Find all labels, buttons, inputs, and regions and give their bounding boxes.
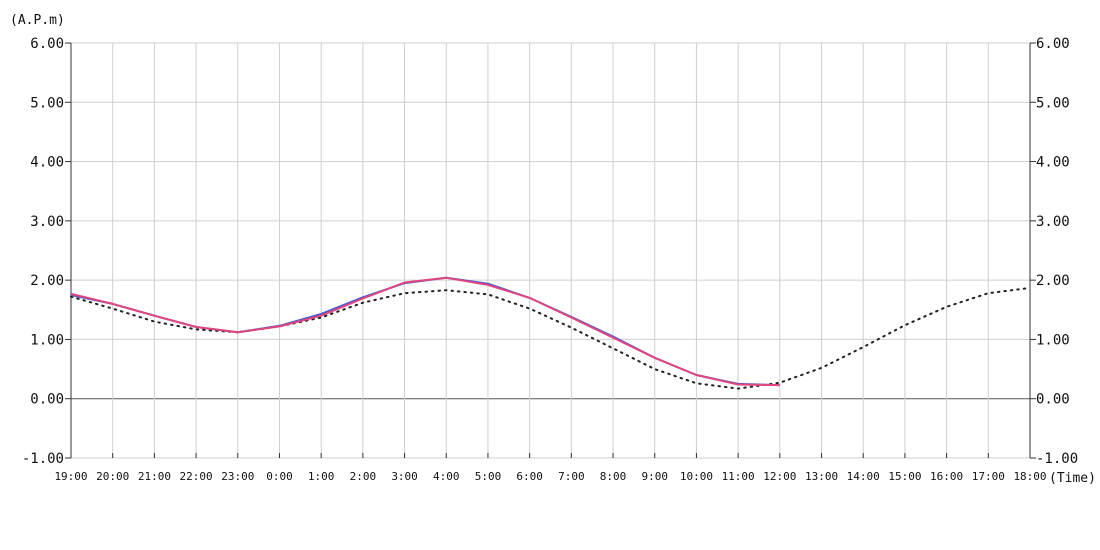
y-tick-label-right: 0.00 bbox=[1036, 392, 1070, 408]
y-tick-label-right: 2.00 bbox=[1036, 273, 1070, 289]
x-tick-label: 10:00 bbox=[680, 470, 713, 483]
x-tick-label: 9:00 bbox=[641, 470, 668, 483]
y-axis-label: (A.P.m) bbox=[10, 13, 65, 28]
x-tick-label: 0:00 bbox=[266, 470, 293, 483]
x-tick-label: 7:00 bbox=[558, 470, 585, 483]
x-tick-label: 23:00 bbox=[221, 470, 254, 483]
x-tick-label: 8:00 bbox=[600, 470, 627, 483]
x-tick-label: 13:00 bbox=[805, 470, 838, 483]
x-tick-label: 11:00 bbox=[722, 470, 755, 483]
x-tick-label: 17:00 bbox=[972, 470, 1005, 483]
x-tick-label: 2:00 bbox=[350, 470, 377, 483]
y-tick-label-right: 3.00 bbox=[1036, 214, 1070, 230]
y-tick-label-left: 4.00 bbox=[30, 155, 64, 171]
series-line-1 bbox=[70, 286, 1031, 390]
x-axis-label: (Time) bbox=[1049, 471, 1096, 486]
x-tick-label: 6:00 bbox=[516, 470, 543, 483]
x-tick-label: 4:00 bbox=[433, 470, 460, 483]
x-tick-label: 15:00 bbox=[888, 470, 921, 483]
y-tick-label-right: -1.00 bbox=[1036, 451, 1078, 467]
y-tick-label-left: 2.00 bbox=[30, 273, 64, 289]
series-group bbox=[70, 276, 1031, 390]
x-tick-label: 22:00 bbox=[180, 470, 213, 483]
x-tick-label: 1:00 bbox=[308, 470, 335, 483]
x-tick-label: 18:00 bbox=[1013, 470, 1046, 483]
series-line-2 bbox=[70, 276, 780, 387]
grid bbox=[70, 42, 1031, 459]
y-tick-label-right: 4.00 bbox=[1036, 155, 1070, 171]
series-line-3 bbox=[70, 276, 780, 387]
axes bbox=[65, 42, 1036, 459]
x-tick-label: 20:00 bbox=[96, 470, 129, 483]
x-tick-label: 14:00 bbox=[847, 470, 880, 483]
y-tick-label-right: 5.00 bbox=[1036, 95, 1070, 111]
y-tick-label-left: 0.00 bbox=[30, 392, 64, 408]
y-tick-label-right: 1.00 bbox=[1036, 332, 1070, 348]
y-tick-label-left: -1.00 bbox=[22, 451, 64, 467]
x-tick-label: 21:00 bbox=[138, 470, 171, 483]
x-tick-label: 5:00 bbox=[475, 470, 502, 483]
y-tick-label-right: 6.00 bbox=[1036, 36, 1070, 52]
x-tick-label: 3:00 bbox=[391, 470, 418, 483]
y-tick-label-left: 6.00 bbox=[30, 36, 64, 52]
x-tick-label: 16:00 bbox=[930, 470, 963, 483]
y-tick-label-left: 3.00 bbox=[30, 214, 64, 230]
x-tick-label: 12:00 bbox=[763, 470, 796, 483]
y-tick-label-left: 5.00 bbox=[30, 95, 64, 111]
y-tick-label-left: 1.00 bbox=[30, 332, 64, 348]
x-tick-label: 19:00 bbox=[54, 470, 87, 483]
labels: 6.00 6.00 5.00 5.00 4.00 4.00 3.00 3.00 2.00 2.00… bbox=[22, 36, 1078, 483]
